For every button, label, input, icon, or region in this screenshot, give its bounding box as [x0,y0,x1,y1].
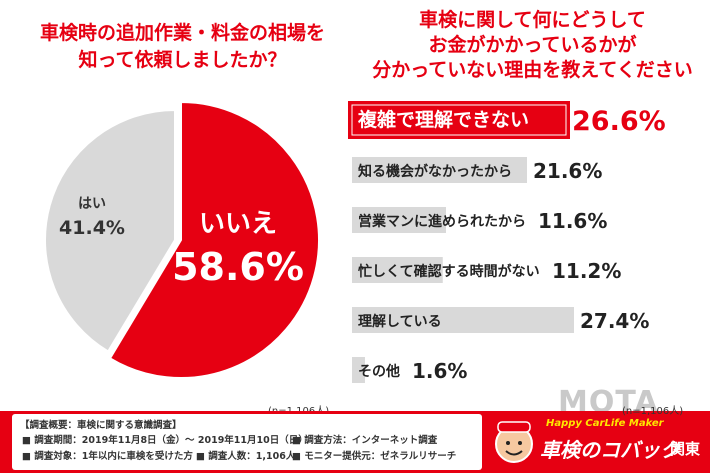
survey-target: ■ 調査対象：1年以内に車検を受けた方 [22,451,193,462]
left-title-line2: 知って依頼しましたか？ [78,49,287,71]
survey-monitor: ■ モニター提供元：ゼネラルリサーチ [292,451,457,462]
bar-highlight-box [348,101,570,139]
survey-heading: 【調査概要：車検に関する意識調査】 [20,420,182,431]
bar-label-4: 理解している [358,313,442,330]
bar-label-5: その他 [358,363,400,380]
brand-logo: Happy CarLife Maker 車検のコバック 関東 [484,414,704,470]
bar-5 [352,357,365,383]
survey-period: ■ 調査期間：2019年11月8日（金）～ 2019年11月10日（日） [22,435,308,446]
brand-tagline: Happy CarLife Maker [546,418,664,429]
bar-value-5: 1.6% [412,359,467,383]
right-chart-title: 車検に関して何にどうして お金がかかっているかが 分かっていない理由を教えてくだ… [355,8,710,83]
bar-label-1: 知る機会がなかったから [358,163,512,180]
right-n-note: (n=1,106人) [622,406,684,417]
bar-value-0: 26.6% [572,106,666,137]
brand-name: 車検のコバック [540,438,680,462]
bar-label-0: 複雑で理解できない [357,108,529,131]
pie-label-no: いいえ [199,209,277,239]
bar-value-3: 11.2% [552,259,621,283]
bar-value-4: 27.4% [580,309,649,333]
brand-region: 関東 [670,440,701,458]
survey-summary [12,414,482,470]
pie-slice-no [108,100,320,379]
pie-chart: いいえ 58.6% はい 41.4% [44,100,320,379]
right-title-line1: 車検に関して何にどうして [419,9,646,31]
pie-label-yes: はい [78,196,106,212]
pie-value-yes: 41.4% [59,217,125,239]
survey-sample: ■ 調査人数：1,106人 [196,451,296,462]
pie-value-no: 58.6% [172,245,304,289]
bar-2 [352,207,446,233]
pie-slice-yes [44,108,176,353]
right-title-line3: 分かっていない理由を教えてください [372,59,693,81]
survey-method: ■ 調査方法：インターネット調査 [292,435,438,446]
bar-label-3: 忙しくて確認する時間がない [358,263,540,280]
left-title-line1: 車検時の追加作業・料金の相場を [39,22,325,44]
mascot-icon [495,421,533,463]
bar-3 [352,257,443,283]
bar-label-2: 営業マンに進められたから [358,213,526,230]
bar-4 [352,307,574,333]
bar-chart: 複雑で理解できない 26.6% 知る機会がなかったから 21.6% 営業マンに進められた… [348,101,666,383]
bar-value-1: 21.6% [533,159,602,183]
bar-1 [352,157,528,183]
bar-value-2: 11.6% [538,209,607,233]
bar-highlight-border [351,104,567,136]
right-title-line2: お金がかかっているかが [428,34,637,56]
left-chart-title: 車検時の追加作業・料金の相場を 知って依頼しましたか？ [10,20,355,74]
